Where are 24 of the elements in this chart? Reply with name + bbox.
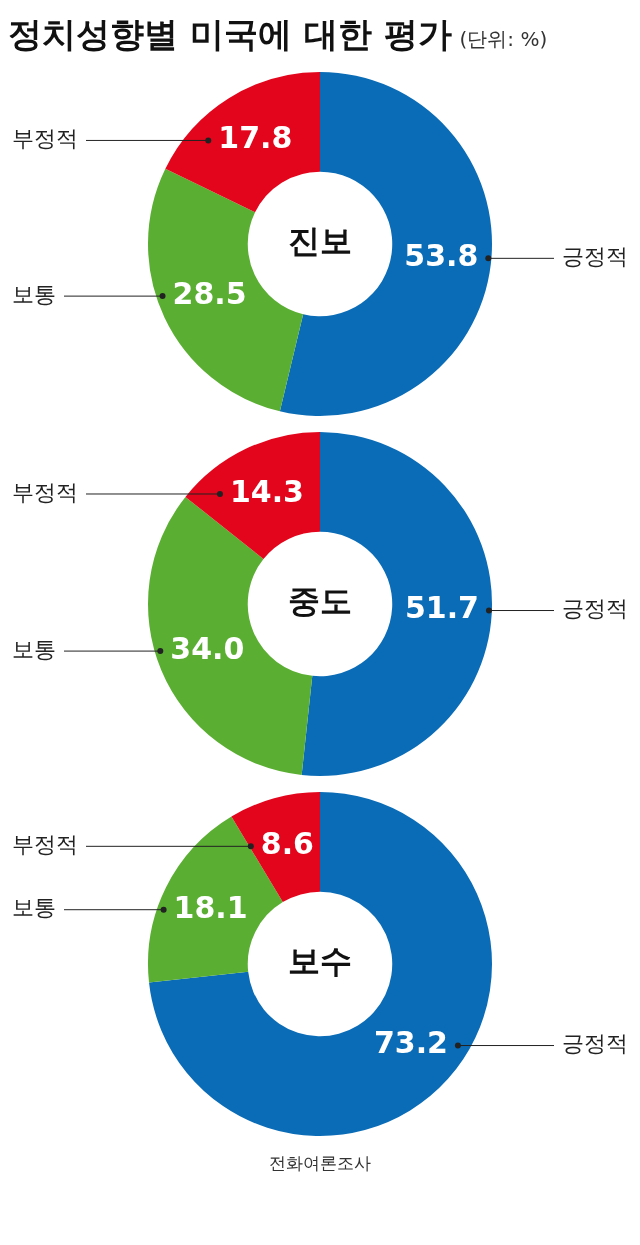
data-label: 8.6	[260, 826, 314, 862]
data-label: 17.8	[218, 120, 293, 156]
text: 중도	[288, 582, 352, 621]
slice-label: 부정적	[12, 832, 78, 858]
data-label: 14.3	[229, 473, 304, 509]
slice-label: 보통	[12, 636, 56, 662]
data-label: 18.1	[173, 889, 248, 925]
data-label: 73.2	[373, 1025, 448, 1061]
text: 진보	[288, 222, 352, 261]
chart-subtitle: (단위: %)	[459, 26, 548, 53]
slice-label: 부정적	[12, 126, 78, 152]
text: 보수	[288, 942, 352, 981]
slice-label: 긍정적	[562, 1031, 628, 1057]
data-label: 53.8	[404, 238, 479, 274]
slice-label: 부정적	[12, 479, 78, 505]
chart-title: 정치성향별 미국에 대한 평가	[8, 13, 452, 56]
text: 전화여론조사	[268, 1152, 372, 1175]
data-label: 28.5	[172, 275, 247, 311]
data-label: 51.7	[404, 590, 479, 626]
data-label: 34.0	[170, 630, 245, 666]
slice-label: 긍정적	[562, 596, 628, 622]
slice-label: 긍정적	[562, 244, 628, 270]
slice-label: 보통	[12, 281, 56, 307]
slice-label: 보통	[12, 895, 56, 921]
